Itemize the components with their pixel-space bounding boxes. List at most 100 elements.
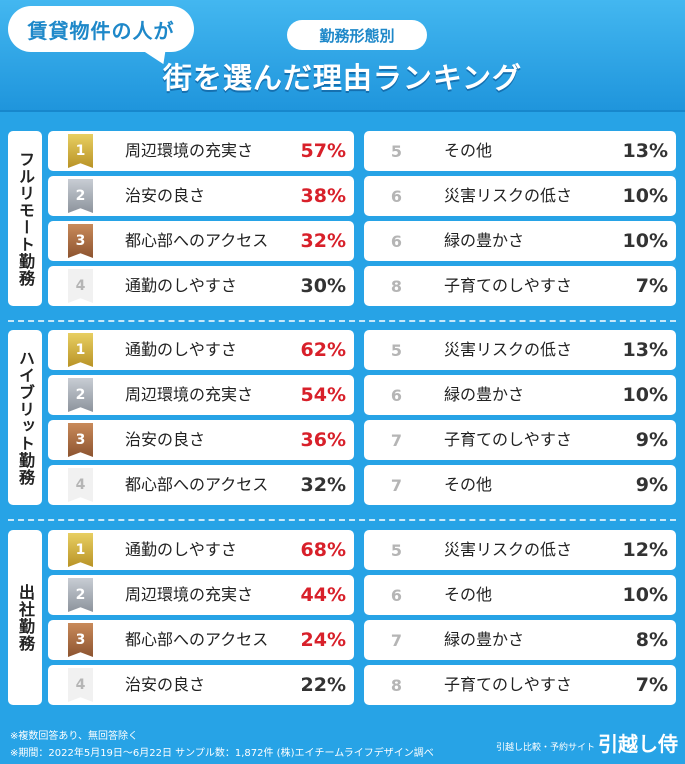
percent-value: 22%: [300, 674, 346, 696]
percent-value: 38%: [300, 185, 346, 207]
ranking-row: 3 治安の良さ 36%: [48, 420, 354, 460]
percent-value: 8%: [635, 629, 668, 651]
reason-label: 都心部へのアクセス: [125, 231, 269, 250]
reason-label: 都心部へのアクセス: [125, 475, 269, 494]
ranking-row: 7 その他 9%: [364, 465, 676, 505]
ranking-row: 1 通勤のしやすさ 68%: [48, 530, 354, 570]
rank-medal-icon: 2: [68, 179, 93, 213]
rank-number: 5: [390, 540, 403, 560]
section-2: 出社勤務 1 通勤のしやすさ 68% 2 周辺環境の充実さ 44% 3 都心部へのアクセス 24%…: [8, 530, 676, 705]
reason-label: 治安の良さ: [125, 186, 206, 205]
reason-label: その他: [444, 585, 493, 604]
section-0: フルリモート勤務 1 周辺環境の充実さ 57% 2 治安の良さ 38% 3 都心部へのアクセス 3…: [8, 131, 676, 306]
speech-bubble: 賃貸物件の人が: [8, 6, 194, 52]
reason-label: その他: [444, 475, 493, 494]
reason-label: 通勤のしやすさ: [125, 340, 237, 359]
reason-label: 周辺環境の充実さ: [125, 585, 254, 604]
percent-value: 13%: [622, 140, 668, 162]
reason-label: 緑の豊かさ: [444, 385, 525, 404]
ranking-row: 1 周辺環境の充実さ 57%: [48, 131, 354, 171]
rank-medal-icon: 2: [68, 378, 93, 412]
reason-label: 災害リスクの低さ: [444, 540, 573, 559]
ranking-row: 8 子育てのしやすさ 7%: [364, 266, 676, 306]
ranking-row: 6 緑の豊かさ 10%: [364, 375, 676, 415]
rank-medal-icon: 3: [68, 423, 93, 457]
rank-ribbon-icon: 4: [68, 668, 93, 702]
section-label: ハイブリット勤務: [8, 330, 42, 505]
ranking-row: 2 治安の良さ 38%: [48, 176, 354, 216]
section-divider: [8, 519, 676, 521]
percent-value: 44%: [300, 584, 346, 606]
reason-label: 子育てのしやすさ: [444, 675, 572, 694]
footnote-survey-period: ※期間：2022年5月19日〜6月22日 サンプル数：1,872件 (株)エイチ…: [10, 748, 434, 759]
header-banner: 賃貸物件の人が 勤務形態別 街を選んだ理由ランキング: [0, 0, 685, 112]
section-label: フルリモート勤務: [8, 131, 42, 306]
percent-value: 10%: [622, 384, 668, 406]
ranking-row: 7 子育てのしやすさ 9%: [364, 420, 676, 460]
ranking-row: 7 緑の豊かさ 8%: [364, 620, 676, 660]
reason-label: その他: [444, 141, 493, 160]
rank-medal-icon: 1: [68, 333, 93, 367]
rank-medal-icon: 1: [68, 533, 93, 567]
percent-value: 24%: [300, 629, 346, 651]
rank-number: 8: [390, 276, 403, 296]
ranking-row: 4 都心部へのアクセス 32%: [48, 465, 354, 505]
rank-number: 5: [390, 340, 403, 360]
site-logo: 引越し侍: [598, 732, 678, 756]
reason-label: 緑の豊かさ: [444, 231, 525, 250]
reason-label: 通勤のしやすさ: [125, 540, 237, 559]
percent-value: 9%: [635, 474, 668, 496]
rank-ribbon-icon: 4: [68, 269, 93, 303]
percent-value: 30%: [300, 275, 346, 297]
reason-label: 都心部へのアクセス: [125, 630, 269, 649]
ranking-row: 2 周辺環境の充実さ 54%: [48, 375, 354, 415]
reason-label: 治安の良さ: [125, 675, 206, 694]
rank-medal-icon: 2: [68, 578, 93, 612]
ranking-row: 8 子育てのしやすさ 7%: [364, 665, 676, 705]
percent-value: 54%: [300, 384, 346, 406]
percent-value: 36%: [300, 429, 346, 451]
percent-value: 32%: [300, 230, 346, 252]
ranking-row: 5 災害リスクの低さ 12%: [364, 530, 676, 570]
percent-value: 13%: [622, 339, 668, 361]
page-title: 街を選んだ理由ランキング: [162, 61, 523, 95]
rank-number: 7: [390, 430, 403, 450]
reason-label: 災害リスクの低さ: [444, 340, 573, 359]
section-divider: [8, 320, 676, 322]
rank-number: 6: [390, 186, 403, 206]
rank-medal-icon: 3: [68, 623, 93, 657]
ranking-row: 6 災害リスクの低さ 10%: [364, 176, 676, 216]
reason-label: 災害リスクの低さ: [444, 186, 573, 205]
reason-label: 治安の良さ: [125, 430, 206, 449]
ranking-row: 3 都心部へのアクセス 32%: [48, 221, 354, 261]
section-label: 出社勤務: [8, 530, 42, 705]
reason-label: 通勤のしやすさ: [125, 276, 237, 295]
percent-value: 32%: [300, 474, 346, 496]
percent-value: 7%: [635, 275, 668, 297]
rank-number: 6: [390, 385, 403, 405]
percent-value: 68%: [300, 539, 346, 561]
rank-ribbon-icon: 4: [68, 468, 93, 502]
ranking-row: 5 災害リスクの低さ 13%: [364, 330, 676, 370]
reason-label: 子育てのしやすさ: [444, 430, 572, 449]
rank-number: 6: [390, 231, 403, 251]
ranking-row: 1 通勤のしやすさ 62%: [48, 330, 354, 370]
ranking-row: 4 通勤のしやすさ 30%: [48, 266, 354, 306]
ranking-row: 4 治安の良さ 22%: [48, 665, 354, 705]
site-caption: 引越し比較・予約サイト: [496, 743, 596, 753]
rank-medal-icon: 3: [68, 224, 93, 258]
percent-value: 7%: [635, 674, 668, 696]
rank-number: 8: [390, 675, 403, 695]
percent-value: 57%: [300, 140, 346, 162]
reason-label: 緑の豊かさ: [444, 630, 525, 649]
percent-value: 10%: [622, 185, 668, 207]
ranking-row: 2 周辺環境の充実さ 44%: [48, 575, 354, 615]
rank-number: 6: [390, 585, 403, 605]
rank-number: 7: [390, 475, 403, 495]
ranking-row: 5 その他 13%: [364, 131, 676, 171]
reason-label: 周辺環境の充実さ: [125, 141, 254, 160]
section-1: ハイブリット勤務 1 通勤のしやすさ 62% 2 周辺環境の充実さ 54% 3 治安の良さ 36%…: [8, 330, 676, 505]
reason-label: 周辺環境の充実さ: [125, 385, 254, 404]
footnote-multiple-answers: ※複数回答あり、無回答除く: [10, 731, 138, 742]
rank-medal-icon: 1: [68, 134, 93, 168]
